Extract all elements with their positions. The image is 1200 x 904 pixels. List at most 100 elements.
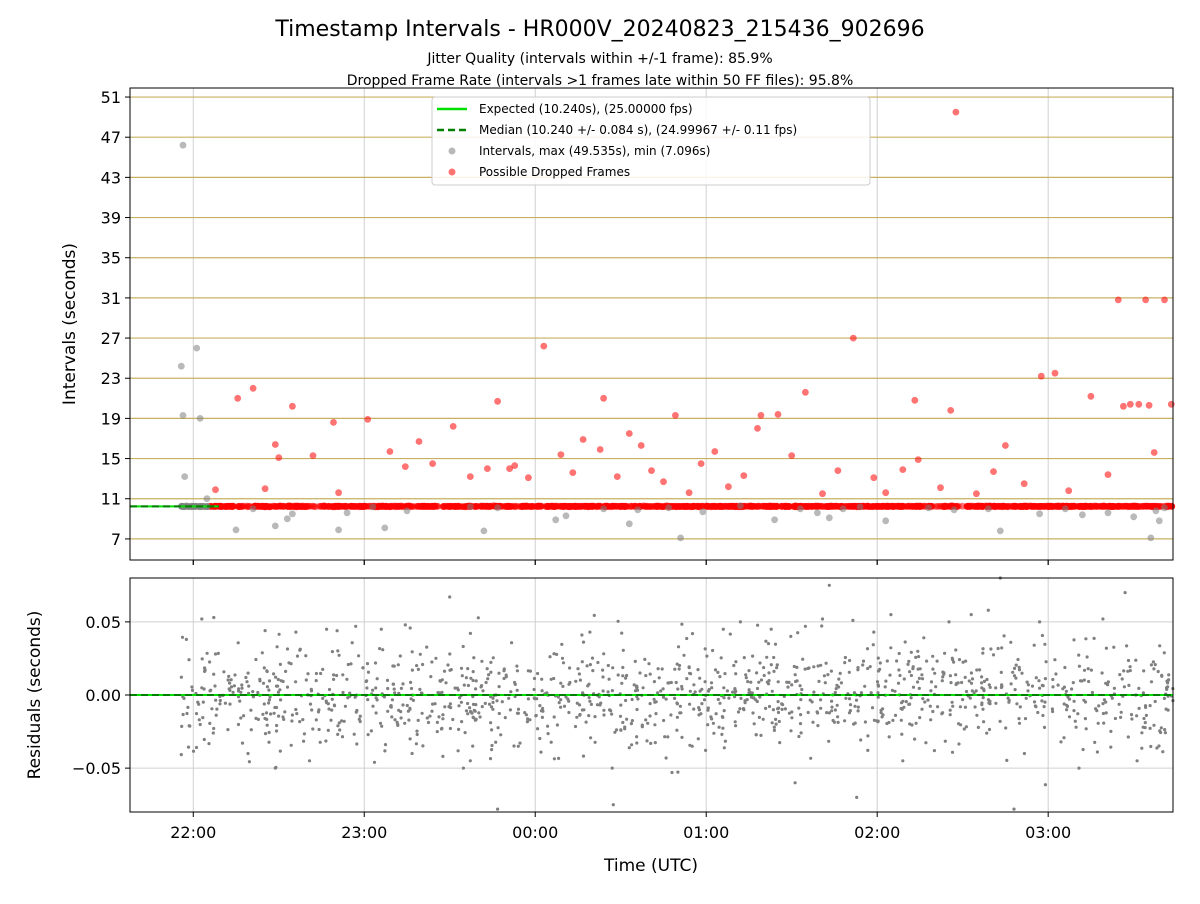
interval-band-point	[805, 502, 813, 510]
residual-point	[833, 708, 838, 712]
residual-point	[341, 673, 345, 677]
interval-point	[996, 527, 1004, 535]
residual-point	[716, 697, 720, 702]
interval-point	[480, 527, 488, 535]
residual-point	[589, 736, 593, 740]
residual-point	[240, 686, 244, 690]
residual-point	[900, 732, 904, 736]
residual-point	[978, 668, 982, 672]
dropped-frame-point	[952, 108, 960, 116]
residual-point	[264, 711, 269, 715]
residuals-y-tick-label: −0.05	[72, 759, 121, 778]
residual-point	[449, 706, 453, 710]
interval-band-point	[769, 503, 776, 510]
residual-point	[630, 743, 634, 747]
residual-outlier-point	[769, 627, 773, 631]
residual-point	[393, 691, 397, 695]
residual-point	[931, 709, 935, 714]
interval-band-point	[448, 503, 455, 510]
residual-point	[281, 715, 285, 719]
residual-point	[689, 672, 693, 676]
interval-band-point	[1067, 502, 1075, 510]
residual-point	[859, 738, 863, 742]
interval-point	[825, 514, 833, 522]
residual-point	[555, 652, 559, 657]
interval-band-point	[385, 503, 393, 511]
residual-point	[215, 707, 219, 711]
residual-point	[777, 706, 781, 710]
residual-point	[973, 705, 977, 709]
residual-point	[471, 702, 476, 707]
residual-point	[772, 655, 776, 660]
residual-point	[785, 680, 789, 684]
intervals-y-tick-label: 51	[101, 88, 121, 107]
residual-outlier-point	[379, 627, 383, 631]
residual-point	[239, 690, 243, 694]
residual-outlier-point	[246, 751, 250, 756]
residual-point	[227, 674, 231, 679]
residual-point	[247, 684, 251, 688]
residual-point	[963, 675, 967, 680]
residual-point	[674, 680, 678, 685]
residual-point	[602, 708, 606, 712]
residual-outlier-point	[410, 751, 414, 756]
interval-band-point	[483, 503, 490, 510]
residual-point	[532, 696, 536, 700]
residual-point	[1128, 669, 1132, 673]
residual-point	[415, 729, 419, 733]
residual-point	[190, 685, 194, 689]
residual-point	[1038, 686, 1042, 690]
residual-point	[817, 679, 821, 684]
intervals-y-axis-label: Intervals (seconds)	[60, 243, 80, 405]
residual-point	[609, 709, 613, 713]
residual-point	[278, 749, 282, 753]
residual-point	[895, 659, 899, 663]
residual-point	[666, 681, 670, 685]
residual-point	[644, 674, 648, 678]
interval-band-point	[416, 502, 424, 510]
residual-point	[807, 666, 811, 670]
interval-band-point	[1168, 502, 1176, 510]
dropped-frame-point	[1037, 372, 1045, 380]
residual-point	[957, 658, 962, 662]
residual-point	[399, 686, 403, 691]
residual-point	[399, 716, 403, 720]
residual-point	[916, 649, 920, 653]
interval-point	[1130, 513, 1138, 521]
residual-point	[1067, 715, 1072, 719]
residual-point	[278, 662, 282, 667]
residual-point	[546, 724, 550, 728]
interval-band-point	[1089, 503, 1096, 510]
residual-point	[869, 691, 873, 695]
residual-point	[575, 701, 579, 705]
residual-point	[876, 656, 880, 660]
interval-point	[984, 505, 992, 513]
residual-point	[513, 682, 517, 687]
residual-point	[401, 682, 405, 686]
residual-point	[1020, 671, 1024, 675]
interval-band-point	[276, 502, 284, 510]
residual-point	[238, 699, 242, 703]
residual-point	[415, 732, 419, 737]
interval-point	[737, 502, 744, 510]
interval-point	[179, 141, 187, 149]
residual-point	[935, 659, 939, 663]
residual-point	[772, 669, 776, 674]
residual-point	[1017, 668, 1022, 672]
interval-band-point	[320, 502, 328, 510]
residual-point	[1012, 666, 1017, 671]
residual-point	[345, 677, 349, 681]
residual-point	[835, 703, 839, 707]
residual-point	[800, 687, 804, 692]
residual-point	[336, 649, 340, 653]
residual-point	[1128, 665, 1132, 669]
residual-point	[567, 699, 571, 703]
residual-point	[602, 713, 606, 717]
residual-point	[374, 711, 378, 715]
residual-point	[625, 717, 629, 721]
residual-point	[654, 700, 658, 704]
residual-point	[988, 685, 992, 690]
dropped-frame-point	[711, 448, 719, 455]
residual-point	[1032, 643, 1036, 647]
residual-point	[484, 680, 488, 685]
